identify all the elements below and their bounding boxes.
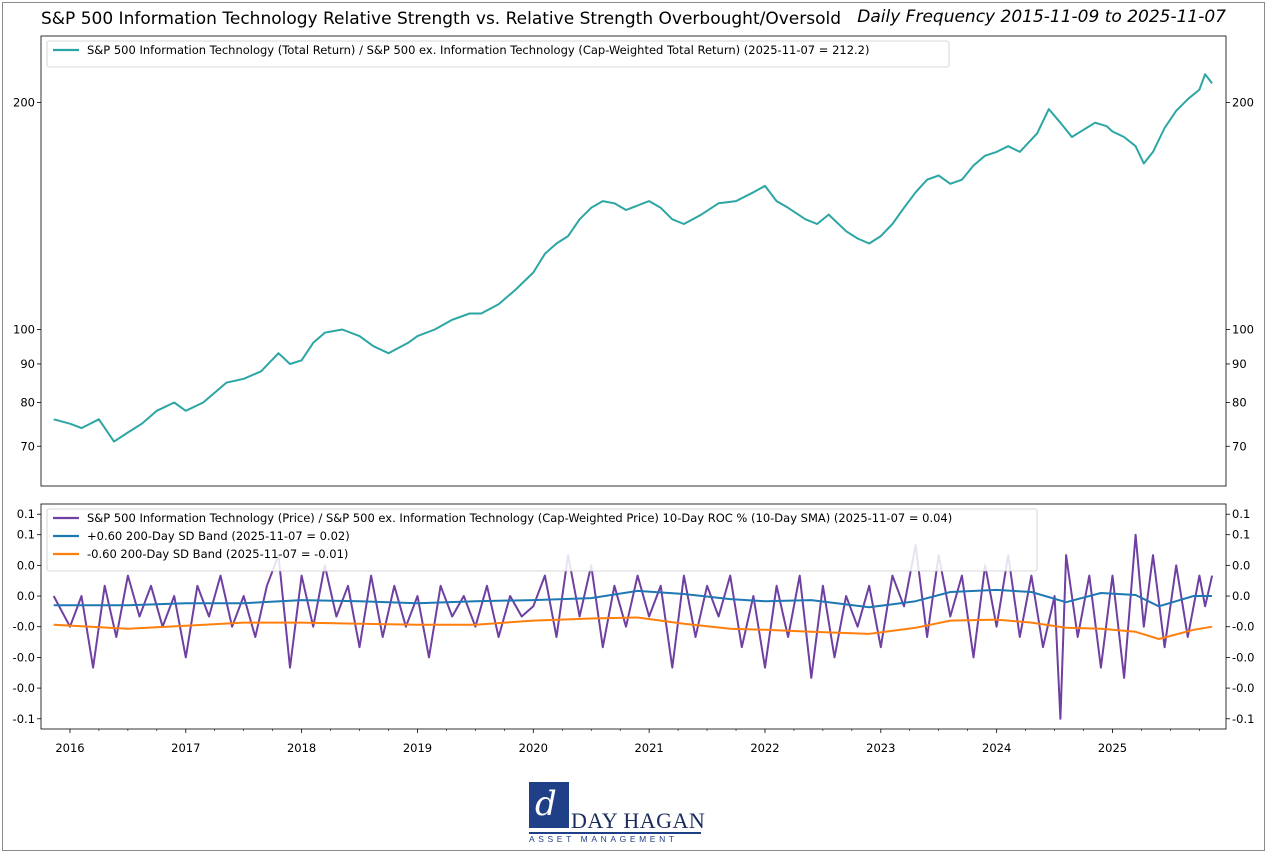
bottom-panel: -0.1 -0.1 -0.0 -0.0 -0.0 -0.0 -0.0 -0.0 0.0 0.0 0.… [13, 503, 1254, 755]
y-tick-label-right: 0.1 [1232, 528, 1250, 542]
y-tick-label-left: -0.0 [13, 620, 35, 634]
series-line-1 [53, 588, 1213, 609]
y-tick-label-right: 90 [1232, 357, 1247, 371]
x-tick-label: 2022 [750, 741, 779, 755]
y-tick-label-right: 80 [1232, 396, 1247, 410]
y-tick-label-left: 0.0 [17, 589, 35, 603]
y-tick-label-left: 0.1 [17, 507, 35, 521]
day-hagan-logo: d DAY HAGAN ASSET MANAGEMENT [529, 780, 706, 844]
series-line-2 [53, 616, 1213, 640]
y-tick-label-right: -0.0 [1232, 681, 1254, 695]
y-tick-label-left: 90 [20, 357, 35, 371]
logo-subtitle: ASSET MANAGEMENT [529, 834, 678, 844]
x-tick-label: 2023 [866, 741, 895, 755]
y-tick-label-left: -0.1 [13, 712, 35, 726]
y-tick-label-left: -0.0 [13, 650, 35, 664]
logo-name: DAY HAGAN [571, 808, 706, 833]
x-tick-label: 2017 [171, 741, 200, 755]
y-tick-label-left: 100 [13, 322, 35, 336]
x-tick-label: 2024 [982, 741, 1011, 755]
series-line-0 [52, 533, 1214, 720]
y-tick-label-left: 70 [20, 439, 35, 453]
logo-divider [529, 832, 701, 834]
y-tick-label-left: 80 [20, 396, 35, 410]
legend-label: -0.60 200-Day SD Band (2025-11-07 = -0.0… [87, 547, 348, 561]
y-tick-label-right: -0.1 [1232, 712, 1254, 726]
y-tick-label-right: 0.0 [1232, 558, 1250, 572]
y-tick-label-right: 200 [1232, 95, 1254, 109]
legend-box [46, 508, 1038, 572]
chart-subtitle: Daily Frequency 2015-11-09 to 2025-11-07 [857, 7, 1226, 27]
plot-frame [40, 35, 1227, 487]
x-tick-label: 2021 [634, 741, 663, 755]
logo-mark-icon: d [529, 782, 569, 828]
y-tick-label-left: 0.1 [17, 528, 35, 542]
legend-label: +0.60 200-Day SD Band (2025-11-07 = 0.02… [87, 529, 350, 543]
y-tick-label-right: 70 [1232, 439, 1247, 453]
y-tick-label-right: 0.0 [1232, 589, 1250, 603]
x-tick-label: 2025 [1098, 741, 1127, 755]
legend-box [46, 40, 950, 68]
top-panel: 70 70 80 80 90 90 100 100 200 200 S&P 500 Informat… [13, 35, 1254, 487]
series-line-0 [53, 73, 1213, 443]
x-tick-label: 2019 [403, 741, 432, 755]
y-tick-label-left: -0.0 [13, 681, 35, 695]
plot-frame [40, 503, 1227, 730]
y-tick-label-right: 0.1 [1232, 507, 1250, 521]
y-tick-label-left: 200 [13, 95, 35, 109]
x-tick-label: 2018 [287, 741, 316, 755]
x-tick-label: 2020 [519, 741, 548, 755]
chart-title: S&P 500 Information Technology Relative … [41, 9, 841, 29]
y-tick-label-right: -0.0 [1232, 650, 1254, 664]
x-tick-label: 2016 [55, 741, 84, 755]
y-tick-label-right: 100 [1232, 322, 1254, 336]
legend-label: S&P 500 Information Technology (Price) /… [87, 511, 952, 525]
y-tick-label-left: 0.0 [17, 558, 35, 572]
legend-label: S&P 500 Information Technology (Total Re… [87, 43, 869, 57]
y-tick-label-right: -0.0 [1232, 620, 1254, 634]
